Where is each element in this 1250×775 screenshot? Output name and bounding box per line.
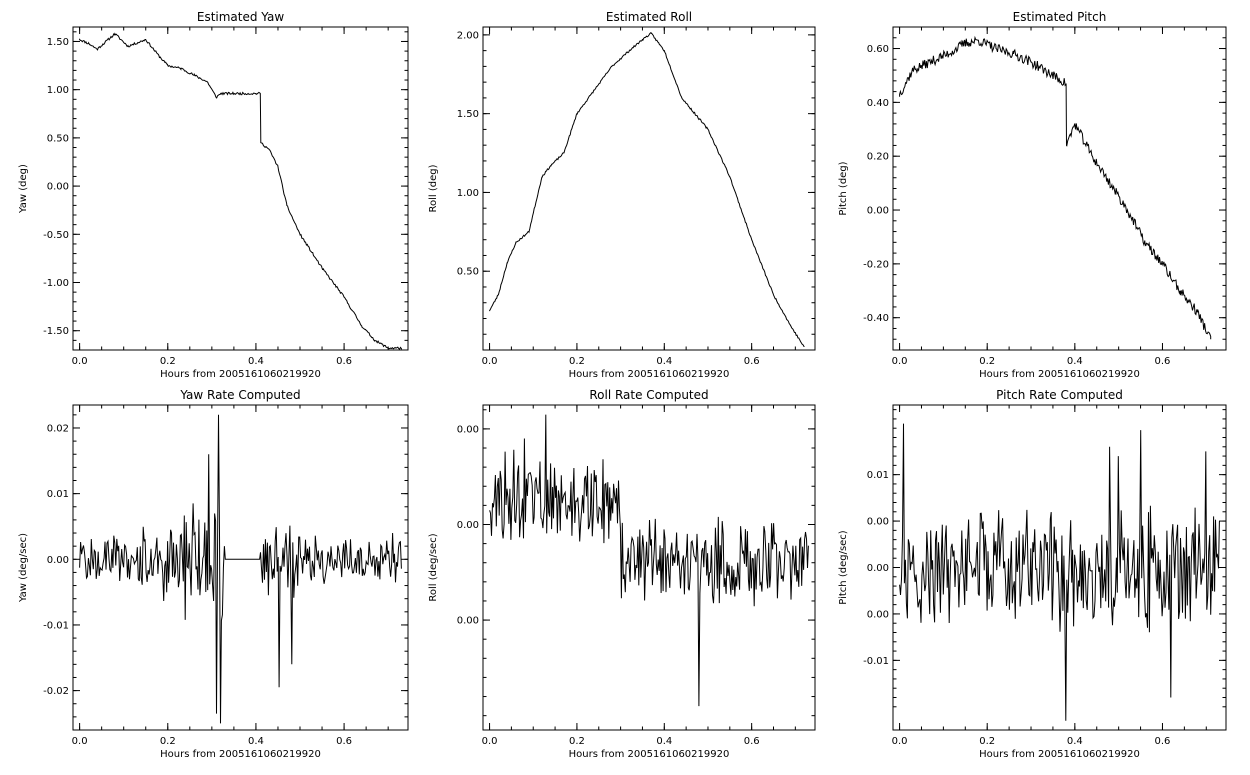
x-tick-label: 0.4 [1067, 356, 1083, 367]
y-tick-label: 1.00 [457, 188, 479, 199]
y-tick-label: 0.01 [47, 489, 69, 500]
x-tick-label: 0.0 [72, 356, 88, 367]
y-tick-label: -0.02 [43, 686, 69, 697]
x-tick-label: 0.2 [569, 356, 585, 367]
chart-title: Estimated Roll [606, 10, 692, 24]
x-tick-label: 0.2 [569, 736, 585, 747]
x-tick-label: 0.4 [656, 356, 672, 367]
y-tick-label: 0.00 [457, 520, 479, 531]
y-axis-label: Pitch (deg/sec) [838, 530, 849, 605]
y-axis-label: Yaw (deg/sec) [18, 533, 29, 603]
x-tick-label: 0.6 [1155, 736, 1171, 747]
chart-panel-6: Pitch Rate Computed Hours from 2005161060… [838, 388, 1227, 760]
x-tick-label: 0.4 [1067, 736, 1083, 747]
y-tick-label: 0.00 [457, 616, 479, 627]
data-series-line [79, 32, 402, 351]
chart-panel-1: Estimated Yaw Hours from 2005161060219920… [18, 10, 409, 380]
data-series-line [899, 35, 1212, 340]
chart-panel-3: Estimated Pitch Hours from 20051610602199… [838, 10, 1227, 380]
x-tick-label: 0.6 [336, 356, 352, 367]
x-tick-label: 0.2 [979, 356, 995, 367]
x-tick-label: 0.2 [160, 736, 176, 747]
x-tick-label: 0.6 [744, 356, 760, 367]
x-tick-label: 0.4 [248, 356, 264, 367]
plot-frame [892, 26, 1227, 351]
y-tick-label: 0.20 [867, 152, 889, 163]
x-tick-label: 0.0 [72, 736, 88, 747]
y-tick-label: 0.00 [867, 206, 889, 217]
y-tick-label: 1.00 [47, 85, 69, 96]
x-tick-label: 0.0 [482, 736, 498, 747]
y-tick-label: -0.20 [863, 259, 889, 270]
y-tick-label: 1.50 [457, 109, 479, 120]
x-tick-label: 0.0 [482, 356, 498, 367]
y-tick-label: 0.50 [47, 133, 69, 144]
y-tick-label: -0.50 [43, 230, 69, 241]
y-axis-label: Pitch (deg) [838, 161, 849, 215]
chart-title: Yaw Rate Computed [179, 388, 300, 402]
plot-frame [482, 26, 816, 351]
y-axis-label: Roll (deg) [428, 164, 439, 212]
data-series-line [79, 414, 402, 724]
y-tick-label: 1.50 [47, 37, 69, 48]
y-tick-label: 0.50 [457, 267, 479, 278]
x-tick-label: 0.2 [979, 736, 995, 747]
x-tick-label: 0.6 [1155, 356, 1171, 367]
chart-panel-4: Yaw Rate Computed Hours from 200516106021… [18, 388, 409, 760]
x-tick-label: 0.4 [248, 736, 264, 747]
y-tick-label: 0.01 [867, 470, 889, 481]
plot-frame [482, 404, 816, 731]
y-tick-label: -0.01 [863, 656, 889, 667]
x-tick-label: 0.4 [656, 736, 672, 747]
y-tick-label: 0.00 [457, 424, 479, 435]
x-axis-label: Hours from 2005161060219920 [160, 749, 321, 760]
x-tick-label: 0.2 [160, 356, 176, 367]
chart-title: Roll Rate Computed [589, 388, 708, 402]
data-series-line [489, 414, 809, 707]
x-tick-label: 0.0 [892, 736, 908, 747]
y-tick-label: 0.00 [47, 555, 69, 566]
chart-panel-5: Roll Rate Computed Hours from 20051610602… [428, 388, 816, 760]
x-axis-label: Hours from 2005161060219920 [979, 749, 1140, 760]
plot-frame [72, 26, 409, 351]
y-tick-label: -0.01 [43, 620, 69, 631]
x-axis-label: Hours from 2005161060219920 [979, 369, 1140, 380]
y-tick-label: -0.40 [863, 313, 889, 324]
x-tick-label: 0.6 [744, 736, 760, 747]
chart-title: Estimated Yaw [197, 10, 284, 24]
y-tick-label: -1.00 [43, 278, 69, 289]
data-series-line [489, 31, 805, 348]
plot-frame [72, 404, 409, 731]
x-axis-label: Hours from 2005161060219920 [569, 369, 730, 380]
y-tick-label: -1.50 [43, 326, 69, 337]
y-tick-label: 0.00 [867, 563, 889, 574]
y-tick-label: 0.00 [867, 609, 889, 620]
x-tick-label: 0.0 [892, 356, 908, 367]
y-tick-label: 2.00 [457, 30, 479, 41]
y-tick-label: 0.02 [47, 423, 69, 434]
x-axis-label: Hours from 2005161060219920 [569, 749, 730, 760]
chart-panel-2: Estimated Roll Hours from 200516106021992… [428, 10, 816, 380]
x-axis-label: Hours from 2005161060219920 [160, 369, 321, 380]
y-tick-label: 0.40 [867, 98, 889, 109]
y-tick-label: 0.00 [47, 182, 69, 193]
data-series-line [899, 423, 1220, 721]
y-tick-label: 0.00 [867, 517, 889, 528]
y-axis-label: Roll (deg/sec) [428, 533, 439, 601]
y-tick-label: 0.60 [867, 44, 889, 55]
chart-title: Estimated Pitch [1013, 10, 1107, 24]
x-tick-label: 0.6 [336, 736, 352, 747]
chart-title: Pitch Rate Computed [996, 388, 1123, 402]
y-axis-label: Yaw (deg) [18, 164, 29, 214]
